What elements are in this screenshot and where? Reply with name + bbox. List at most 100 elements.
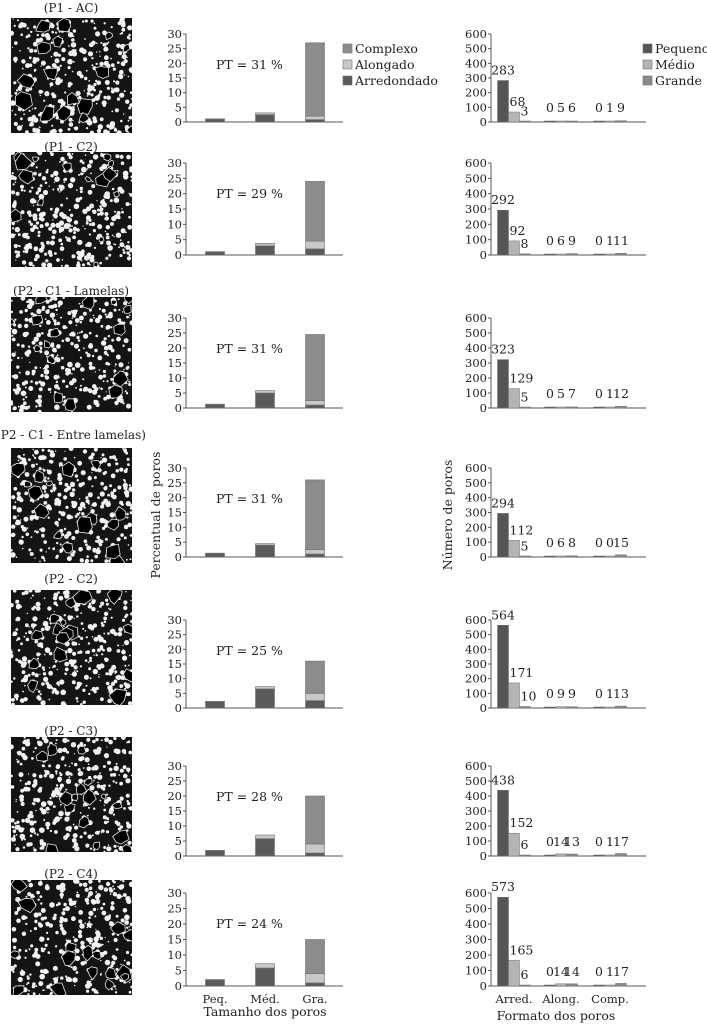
micrograph-pore bbox=[95, 79, 98, 83]
bar-alongado bbox=[205, 118, 225, 120]
micrograph-pore bbox=[30, 312, 34, 316]
micrograph-pore bbox=[50, 41, 54, 44]
bar-médio bbox=[604, 406, 616, 409]
micrograph-pore bbox=[129, 69, 132, 73]
micrograph-pore bbox=[114, 210, 116, 213]
micrograph-pore bbox=[111, 665, 114, 668]
micrograph-pore bbox=[85, 684, 88, 687]
micrograph-pore bbox=[36, 833, 39, 836]
micrograph-pore bbox=[130, 774, 132, 777]
micrograph-pore bbox=[42, 368, 45, 370]
micrograph-pore bbox=[128, 314, 131, 317]
micrograph-pore bbox=[126, 799, 129, 803]
micrograph-pore bbox=[28, 548, 32, 552]
micrograph-pore bbox=[92, 229, 96, 233]
micrograph-pore bbox=[64, 73, 67, 76]
micrograph-pore bbox=[75, 697, 79, 700]
micrograph-pore bbox=[83, 386, 89, 392]
micrograph-pore bbox=[99, 205, 102, 208]
micrograph-pore bbox=[90, 152, 94, 154]
micrograph-pore bbox=[55, 784, 59, 787]
micrograph-pore bbox=[79, 331, 81, 334]
micrograph-pore bbox=[53, 322, 57, 326]
micrograph-pore bbox=[90, 19, 94, 23]
micrograph-pore bbox=[35, 737, 40, 740]
data-label: 9 bbox=[617, 100, 625, 115]
micrograph-pore bbox=[83, 90, 86, 92]
micrograph-pore bbox=[56, 681, 60, 685]
micrograph-texture bbox=[11, 18, 132, 133]
micrograph-pore bbox=[74, 948, 80, 954]
micrograph-pore bbox=[64, 906, 70, 912]
micrograph-grain bbox=[27, 679, 39, 694]
micrograph-pore bbox=[11, 190, 16, 195]
micrograph-pore bbox=[13, 374, 19, 380]
micrograph-pore bbox=[52, 805, 56, 808]
micrograph-pore bbox=[20, 788, 24, 793]
micrograph-pore bbox=[41, 211, 46, 217]
micrograph-pore bbox=[65, 778, 72, 784]
micrograph-pore bbox=[78, 919, 83, 924]
micrograph-grain bbox=[83, 778, 93, 786]
micrograph-pore bbox=[50, 174, 54, 178]
micrograph-pore bbox=[65, 326, 68, 329]
micrograph-pore bbox=[117, 845, 119, 847]
micrograph-pore bbox=[86, 95, 89, 97]
micrograph-pore bbox=[79, 186, 84, 191]
micrograph-pore bbox=[17, 659, 22, 664]
data-label: 1 bbox=[606, 233, 614, 248]
micrograph-pore bbox=[16, 383, 20, 388]
micrograph-pore bbox=[80, 756, 85, 761]
y-tick-label: 5 bbox=[175, 834, 182, 848]
bar-arredondado bbox=[205, 979, 225, 987]
bar-pequeno bbox=[544, 555, 556, 558]
micrograph-pore bbox=[99, 491, 105, 497]
y-tick-label: 25 bbox=[167, 171, 182, 185]
micrograph-pore bbox=[11, 549, 13, 552]
micrograph-pore bbox=[94, 790, 98, 795]
micrograph-pore bbox=[105, 225, 111, 230]
micrograph-pore bbox=[35, 405, 38, 408]
micrograph-pore bbox=[85, 221, 89, 225]
micrograph-pore bbox=[123, 90, 126, 93]
micrograph-pore bbox=[125, 467, 128, 471]
micrograph-pore bbox=[22, 250, 26, 253]
bar-alongado bbox=[255, 543, 275, 546]
micrograph-pore bbox=[16, 605, 20, 610]
data-label: 0 bbox=[595, 834, 603, 849]
data-label: 1 bbox=[606, 100, 614, 115]
micrograph-pore bbox=[94, 941, 98, 945]
data-label: 92 bbox=[510, 223, 526, 238]
micrograph-pore bbox=[62, 325, 67, 330]
micrograph-pore bbox=[128, 484, 132, 487]
micrograph-pore bbox=[16, 495, 22, 502]
micrograph-pore bbox=[108, 668, 115, 674]
micrograph-pore bbox=[61, 756, 65, 760]
bar-arredondado bbox=[305, 700, 325, 709]
micrograph-pore bbox=[71, 317, 74, 319]
micrograph-pore bbox=[39, 653, 42, 655]
micrograph-pore bbox=[26, 975, 29, 978]
legend-swatch bbox=[342, 59, 353, 70]
micrograph-pore bbox=[46, 240, 50, 245]
micrograph-pore bbox=[96, 200, 98, 202]
micrograph-pore bbox=[57, 976, 59, 979]
micrograph-pore bbox=[110, 681, 116, 687]
micrograph-pore bbox=[15, 191, 20, 196]
micrograph-pore bbox=[42, 620, 49, 627]
micrograph-pore bbox=[11, 785, 15, 789]
micrograph-pore bbox=[30, 30, 33, 34]
bar-grande bbox=[519, 120, 531, 123]
micrograph-pore bbox=[35, 399, 39, 403]
micrograph-pore bbox=[99, 973, 102, 976]
micrograph-pore bbox=[129, 511, 132, 515]
micrograph-pore bbox=[11, 653, 14, 659]
micrograph-pore bbox=[46, 931, 49, 935]
micrograph-pore bbox=[116, 537, 121, 542]
micrograph-pore bbox=[95, 539, 98, 543]
micrograph-pore bbox=[102, 765, 106, 768]
bar-complexo bbox=[305, 795, 325, 845]
micrograph-pore bbox=[104, 212, 109, 216]
micrograph-pore bbox=[16, 760, 20, 764]
micrograph-pore bbox=[58, 128, 63, 133]
